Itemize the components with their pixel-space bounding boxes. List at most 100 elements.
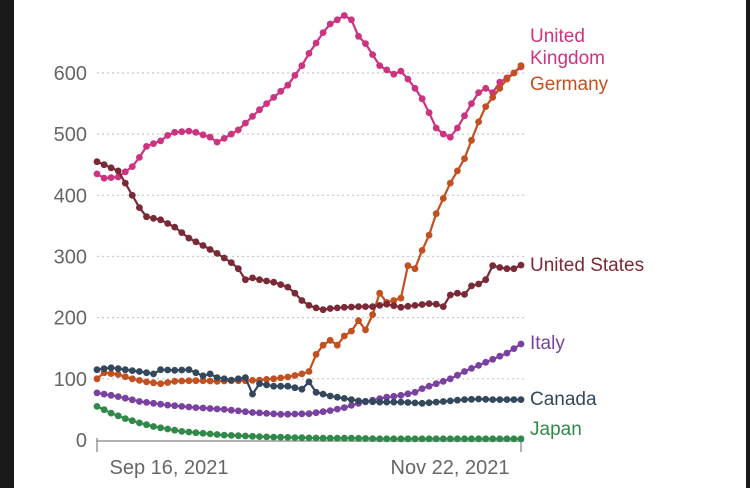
data-point-canada: [164, 366, 172, 374]
data-point-united-kingdom: [319, 29, 327, 36]
data-point-canada: [121, 366, 129, 374]
data-point-canada: [475, 395, 482, 403]
data-point-canada: [270, 382, 278, 390]
data-point-canada: [432, 398, 440, 406]
data-point-united-states: [362, 303, 369, 310]
data-point-italy: [418, 385, 426, 392]
data-point-germany: [270, 375, 278, 383]
left-frame-edge: [0, 0, 14, 488]
data-point-united-kingdom: [242, 119, 249, 127]
data-point-japan: [489, 435, 497, 443]
data-point-japan: [468, 435, 475, 443]
data-point-canada: [425, 399, 433, 407]
grid-lines: [97, 72, 525, 380]
data-point-italy: [312, 409, 320, 417]
data-point-united-kingdom: [213, 138, 221, 146]
data-point-canada: [482, 395, 490, 403]
data-point-united-states: [185, 234, 193, 242]
data-point-canada: [136, 368, 143, 375]
data-point-united-kingdom: [291, 72, 299, 79]
data-point-germany: [510, 69, 518, 77]
data-point-canada: [446, 397, 454, 405]
series-italy: [93, 340, 525, 418]
data-point-united-states: [178, 229, 186, 237]
data-point-united-kingdom: [446, 133, 454, 141]
data-point-united-kingdom: [220, 135, 228, 142]
data-point-japan: [234, 432, 242, 440]
data-point-germany: [249, 377, 256, 384]
data-point-germany: [206, 377, 214, 385]
data-point-japan: [432, 435, 440, 443]
data-point-canada: [256, 380, 263, 388]
data-point-united-kingdom: [418, 95, 426, 103]
data-point-germany: [192, 377, 200, 385]
data-point-germany: [319, 341, 327, 349]
data-point-japan: [446, 435, 454, 443]
data-point-italy: [256, 409, 263, 417]
data-point-united-states: [199, 242, 207, 249]
data-point-united-states: [220, 254, 228, 262]
data-point-united-states: [263, 277, 270, 285]
data-point-united-kingdom: [397, 67, 405, 75]
data-point-japan: [312, 434, 320, 442]
data-point-japan: [178, 428, 186, 435]
data-point-canada: [369, 398, 376, 406]
data-point-japan: [305, 434, 313, 442]
data-point-united-states: [164, 220, 172, 227]
data-point-japan: [376, 435, 384, 443]
data-point-canada: [404, 399, 412, 406]
data-point-canada: [206, 370, 214, 378]
data-point-canada: [489, 396, 497, 403]
data-point-japan: [150, 423, 157, 430]
data-point-germany: [291, 372, 299, 379]
data-point-united-states: [128, 191, 136, 199]
data-point-united-states: [249, 274, 256, 282]
data-point-germany: [517, 62, 525, 69]
data-point-united-kingdom: [93, 170, 101, 178]
data-point-japan: [213, 431, 221, 438]
data-point-canada: [503, 396, 511, 403]
y-tick-label: 500: [54, 124, 87, 146]
data-point-italy: [446, 375, 454, 383]
data-point-japan: [171, 426, 179, 434]
data-point-italy: [157, 400, 165, 408]
data-point-italy: [178, 403, 186, 410]
data-point-united-kingdom: [270, 94, 278, 101]
data-point-japan: [340, 434, 348, 442]
data-point-united-states: [355, 303, 362, 310]
data-point-united-kingdom: [277, 87, 285, 95]
data-point-italy: [326, 407, 334, 414]
data-point-canada: [199, 372, 207, 380]
data-point-united-kingdom: [171, 128, 179, 136]
data-point-canada: [150, 370, 157, 378]
data-point-canada: [418, 399, 426, 407]
data-point-japan: [114, 412, 122, 420]
data-point-germany: [171, 377, 179, 385]
data-point-united-states: [432, 300, 440, 308]
data-point-italy: [107, 391, 115, 399]
data-point-italy: [489, 355, 497, 363]
data-point-japan: [220, 431, 228, 439]
data-point-canada: [220, 375, 228, 383]
data-point-united-kingdom: [305, 50, 313, 57]
data-point-canada: [510, 396, 518, 403]
data-point-italy: [319, 408, 327, 416]
data-point-united-states: [425, 300, 433, 307]
data-point-united-states: [376, 302, 384, 309]
legend-label-italy: Italy: [530, 333, 565, 354]
data-point-united-states: [517, 261, 525, 269]
data-point-united-kingdom: [185, 127, 193, 135]
data-point-japan: [185, 428, 193, 436]
data-point-italy: [291, 410, 299, 418]
data-point-united-kingdom: [432, 124, 440, 132]
data-point-germany: [348, 327, 355, 335]
data-point-germany: [277, 374, 285, 382]
data-point-united-kingdom: [404, 75, 412, 83]
data-point-germany: [404, 262, 412, 270]
data-point-germany: [143, 378, 150, 386]
data-point-united-states: [171, 223, 179, 231]
data-point-canada: [454, 396, 461, 404]
data-point-united-states: [369, 303, 376, 310]
data-point-japan: [227, 432, 235, 439]
